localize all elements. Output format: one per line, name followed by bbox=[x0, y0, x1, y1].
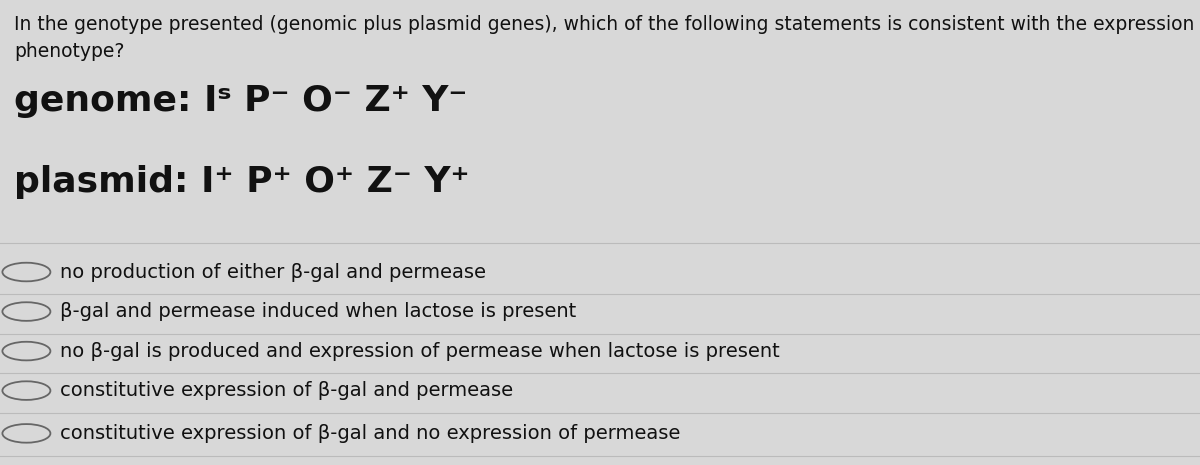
Text: phenotype?: phenotype? bbox=[14, 42, 125, 61]
Text: constitutive expression of β-gal and permease: constitutive expression of β-gal and per… bbox=[60, 381, 514, 400]
Text: no β-gal is produced and expression of permease when lactose is present: no β-gal is produced and expression of p… bbox=[60, 342, 780, 360]
Text: In the genotype presented (genomic plus plasmid genes), which of the following s: In the genotype presented (genomic plus … bbox=[14, 15, 1195, 34]
Text: constitutive expression of β-gal and no expression of permease: constitutive expression of β-gal and no … bbox=[60, 424, 680, 443]
Text: plasmid: I⁺ P⁺ O⁺ Z⁻ Y⁺: plasmid: I⁺ P⁺ O⁺ Z⁻ Y⁺ bbox=[14, 165, 470, 199]
Text: genome: Iˢ P⁻ O⁻ Z⁺ Y⁻: genome: Iˢ P⁻ O⁻ Z⁺ Y⁻ bbox=[14, 84, 468, 118]
Text: β-gal and permease induced when lactose is present: β-gal and permease induced when lactose … bbox=[60, 302, 576, 321]
Text: no production of either β-gal and permease: no production of either β-gal and permea… bbox=[60, 263, 486, 281]
